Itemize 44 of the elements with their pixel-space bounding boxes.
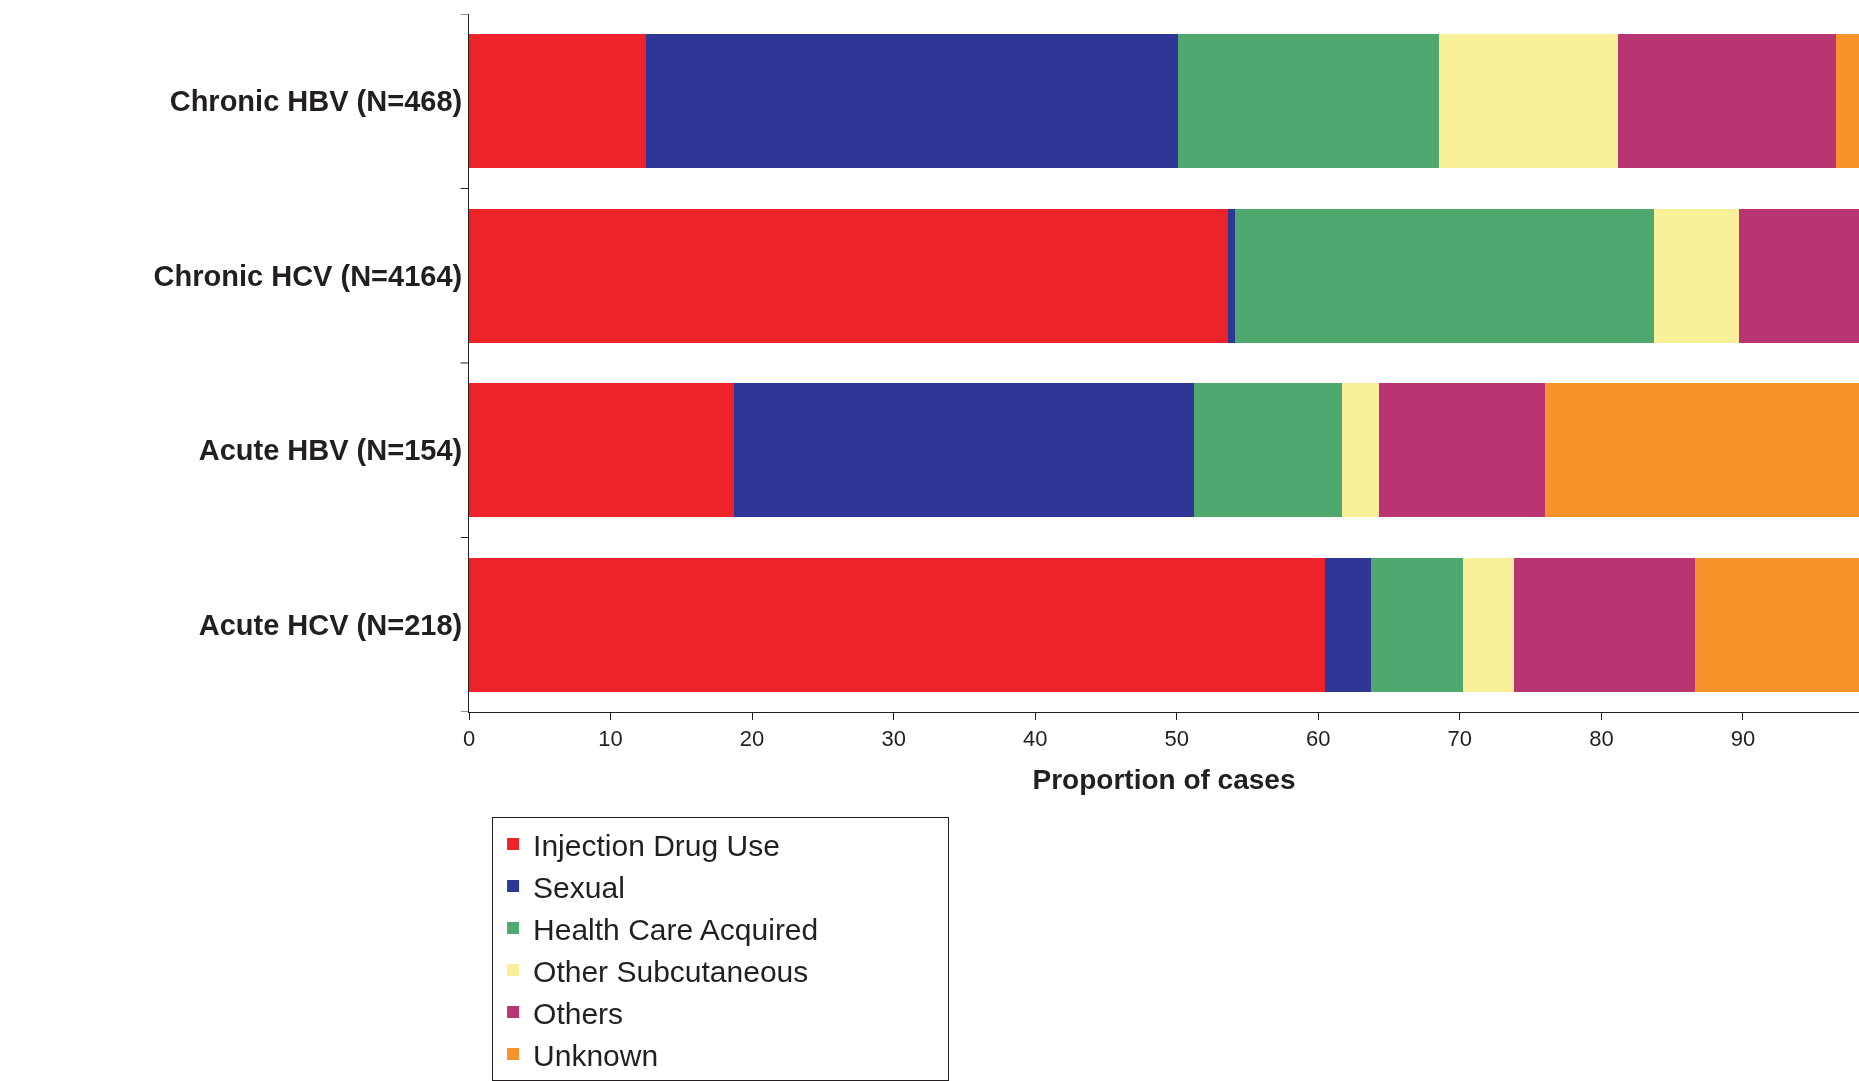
legend-label: Others (533, 996, 624, 1030)
bar (1513, 557, 1695, 692)
bar (1325, 557, 1371, 692)
bar (1544, 383, 1859, 518)
bar (1370, 557, 1463, 692)
x-axis-title: Proportion of cases (1032, 763, 1296, 795)
x-tick-label: 40 (1022, 726, 1048, 752)
y-tick-label: Chronic HCV (N=4164) (153, 259, 463, 292)
bar (1342, 383, 1380, 518)
x-tick-label: 0 (462, 726, 476, 752)
bar (469, 557, 1326, 692)
y-tick-label: Acute HCV (N=218) (198, 608, 463, 641)
bar (733, 383, 1194, 518)
bar (1227, 208, 1235, 343)
bar (469, 34, 646, 169)
y-tick-label: Acute HBV (N=154) (198, 434, 463, 467)
legend-label: Other Subcutaneous (533, 954, 809, 988)
y-tick-label: Chronic HBV (N=468) (169, 85, 463, 118)
x-tick-label: 50 (1164, 726, 1189, 752)
x-tick-label: 80 (1589, 726, 1614, 752)
bar (1193, 383, 1343, 518)
bar (1178, 34, 1439, 169)
bar (469, 208, 1228, 343)
x-tick-label: 70 (1447, 726, 1473, 752)
x-tick-label: 90 (1730, 726, 1756, 752)
bar (1618, 34, 1837, 169)
x-tick-label: 60 (1306, 726, 1331, 752)
legend-label: Unknown (533, 1038, 659, 1072)
x-tick-label: 20 (739, 726, 765, 752)
bar (645, 34, 1179, 169)
legend-label: Injection Drug Use (533, 828, 780, 862)
legend-label: Sexual (533, 870, 625, 904)
x-tick-label: 10 (598, 726, 623, 752)
bar (1462, 557, 1514, 692)
x-tick-label: 30 (881, 726, 906, 752)
bar (469, 383, 734, 518)
bar (1653, 208, 1739, 343)
bar (1836, 34, 1859, 169)
bar (1234, 208, 1654, 343)
bar (1379, 383, 1545, 518)
bar (1694, 557, 1859, 692)
bar (1438, 34, 1619, 169)
bar (1738, 208, 1859, 343)
legend-label: Health Care Acquired (533, 912, 819, 946)
